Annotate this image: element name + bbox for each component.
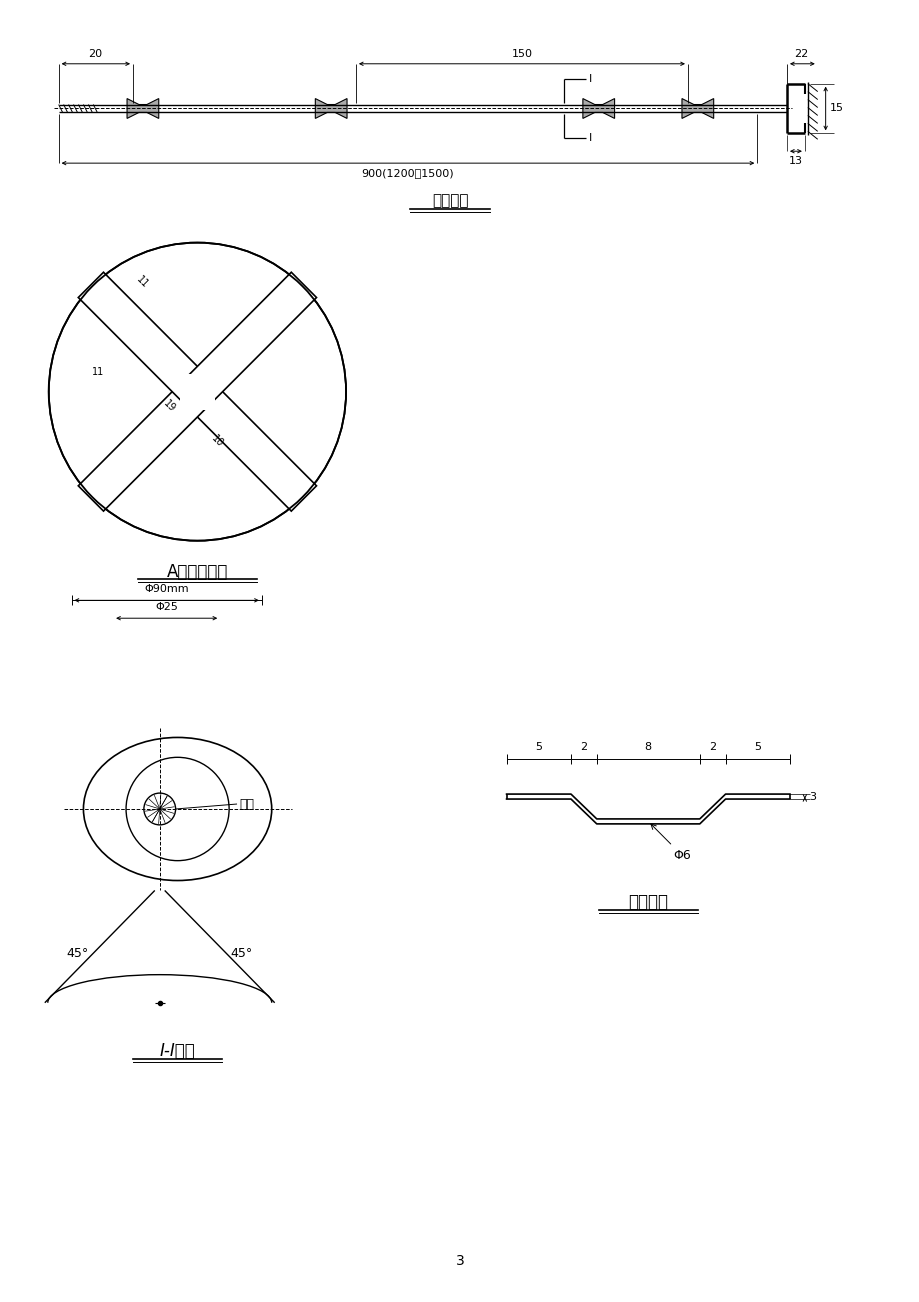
Text: 10: 10 [210, 434, 225, 449]
Text: 5: 5 [754, 742, 760, 753]
Text: I-I剖面: I-I剖面 [160, 1043, 195, 1060]
Text: 3: 3 [808, 792, 815, 802]
Polygon shape [185, 272, 316, 405]
Text: 8: 8 [644, 742, 652, 753]
Text: 20: 20 [88, 48, 102, 59]
Text: 900(1200、1500): 900(1200、1500) [361, 168, 454, 178]
Text: 19: 19 [162, 398, 177, 414]
Text: I: I [588, 133, 592, 143]
Polygon shape [127, 99, 159, 118]
Text: 13: 13 [789, 156, 802, 167]
Text: Φ25: Φ25 [155, 603, 178, 612]
Text: A节点大样图: A节点大样图 [166, 562, 228, 581]
Bar [179, 374, 215, 410]
Text: 22: 22 [793, 48, 807, 59]
Polygon shape [681, 99, 713, 118]
Text: 11: 11 [92, 367, 105, 376]
Text: 11: 11 [135, 275, 151, 290]
Text: Φ90mm: Φ90mm [144, 585, 188, 595]
Text: 45°: 45° [66, 947, 88, 960]
Text: 支架详图: 支架详图 [628, 893, 667, 911]
Text: 5: 5 [535, 742, 541, 753]
Text: 45°: 45° [231, 947, 253, 960]
Polygon shape [315, 99, 346, 118]
Text: Φ6: Φ6 [651, 824, 690, 862]
Text: 3: 3 [455, 1254, 464, 1268]
Polygon shape [78, 379, 210, 512]
Text: 支架: 支架 [239, 798, 254, 811]
Polygon shape [583, 99, 614, 118]
Text: I: I [588, 74, 592, 83]
Text: 15: 15 [829, 103, 843, 113]
Polygon shape [78, 272, 210, 405]
Text: 锚杆详图: 锚杆详图 [431, 193, 468, 208]
Polygon shape [185, 379, 316, 512]
Text: 2: 2 [709, 742, 716, 753]
Circle shape [143, 793, 176, 825]
Text: 150: 150 [511, 48, 532, 59]
Text: 2: 2 [580, 742, 587, 753]
